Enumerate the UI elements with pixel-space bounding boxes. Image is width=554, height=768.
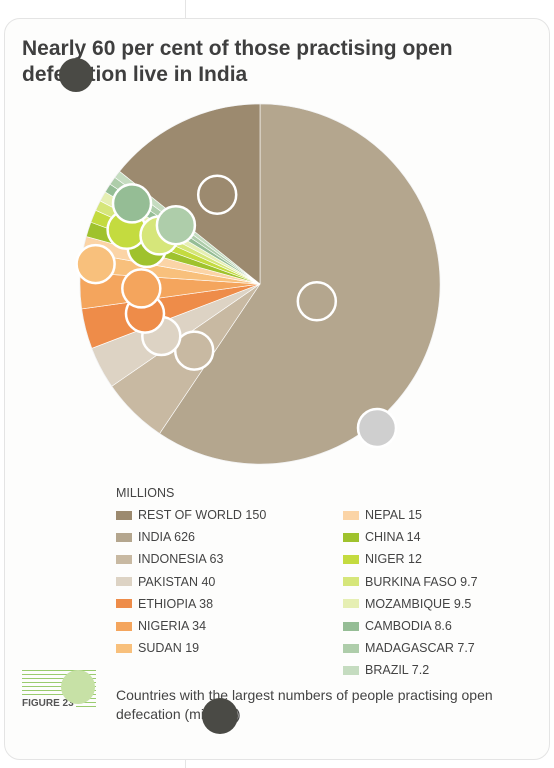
legend-swatch — [116, 532, 132, 542]
slice-marker-rest — [196, 174, 238, 215]
legend-swatch — [116, 621, 132, 631]
slice-marker-madagascar — [155, 204, 197, 246]
legend-swatch — [116, 510, 132, 520]
legend-label: SUDAN 19 — [138, 641, 200, 656]
slice-marker-cambodia — [111, 183, 153, 224]
legend-label: REST OF WORLD 150 — [138, 508, 267, 522]
legend-item-sudan: SUDAN 19 — [116, 641, 199, 655]
legend-item-cambodia: CAMBODIA 8.6 — [343, 619, 452, 633]
legend-swatch — [343, 643, 359, 653]
slice-marker-sudan — [75, 243, 116, 285]
pie-chart — [75, 103, 441, 465]
redaction-marker — [59, 58, 93, 92]
pie-slice-india — [159, 103, 441, 465]
legend-label: BRAZIL 7.2 — [365, 663, 430, 678]
legend-item-ethiopia: ETHIOPIA 38 — [116, 597, 213, 611]
legend-swatch — [343, 554, 359, 564]
binding-line-bottom — [185, 758, 186, 768]
legend-swatch — [343, 577, 359, 587]
legend-item-indonesia: INDONESIA 63 — [116, 552, 223, 566]
legend-item-pakistan: PAKISTAN 40 — [116, 575, 215, 589]
figure-badge-dot — [61, 670, 95, 704]
pie-slice-rest — [119, 103, 261, 285]
pie-rim — [79, 103, 441, 465]
legend-item-india: INDIA 626 — [116, 530, 195, 544]
legend-item-mozambique: MOZAMBIQUE 9.5 — [343, 597, 471, 611]
legend-swatch — [343, 532, 359, 542]
legend-item-brazil: BRAZIL 7.2 — [343, 663, 429, 677]
legend-label: PAKISTAN 40 — [138, 574, 216, 589]
legend-item-madagascar: MADAGASCAR 7.7 — [343, 641, 475, 655]
legend-swatch — [343, 599, 359, 609]
legend-swatch — [116, 643, 132, 653]
legend-item-nepal: NEPAL 15 — [343, 508, 422, 522]
legend-label: NIGER 12 — [365, 552, 422, 567]
slice-marker-india — [296, 281, 338, 322]
legend-item-china: CHINA 14 — [343, 530, 421, 544]
figure-label: FIGURE 23 — [22, 698, 76, 709]
figure-badge: FIGURE 23 — [22, 670, 96, 710]
legend-label: CAMBODIA 8.6 — [365, 619, 452, 633]
legend-label: INDIA 626 — [138, 530, 195, 545]
legend-label: INDONESIA 63 — [138, 552, 224, 567]
legend-swatch — [343, 665, 359, 675]
legend-label: NIGERIA 34 — [138, 619, 207, 633]
caption-redaction-marker — [202, 698, 238, 734]
slice-marker-nigeria — [121, 268, 162, 309]
edge-marker — [356, 407, 398, 449]
figure-caption: Countries with the largest numbers of pe… — [116, 687, 493, 722]
legend-label: MOZAMBIQUE 9.5 — [365, 596, 472, 611]
legend-label: ETHIOPIA 38 — [138, 596, 214, 611]
legend-label: NEPAL 15 — [365, 508, 422, 522]
legend-item-nigeria: NIGERIA 34 — [116, 619, 206, 633]
binding-line-top — [185, 0, 186, 18]
legend-label: CHINA 14 — [365, 530, 421, 545]
legend-label: BURKINA FASO 9.7 — [365, 574, 478, 589]
pie-markers — [75, 174, 398, 449]
legend-header: MILLIONS — [116, 486, 175, 500]
legend-swatch — [116, 599, 132, 609]
legend-swatch — [343, 621, 359, 631]
legend-swatch — [343, 510, 359, 520]
legend-swatch — [116, 554, 132, 564]
legend-label: MADAGASCAR 7.7 — [365, 641, 475, 656]
legend-item-niger: NIGER 12 — [343, 552, 422, 566]
legend-item-burkina: BURKINA FASO 9.7 — [343, 575, 478, 589]
legend-item-rest: REST OF WORLD 150 — [116, 508, 266, 522]
legend-swatch — [116, 577, 132, 587]
